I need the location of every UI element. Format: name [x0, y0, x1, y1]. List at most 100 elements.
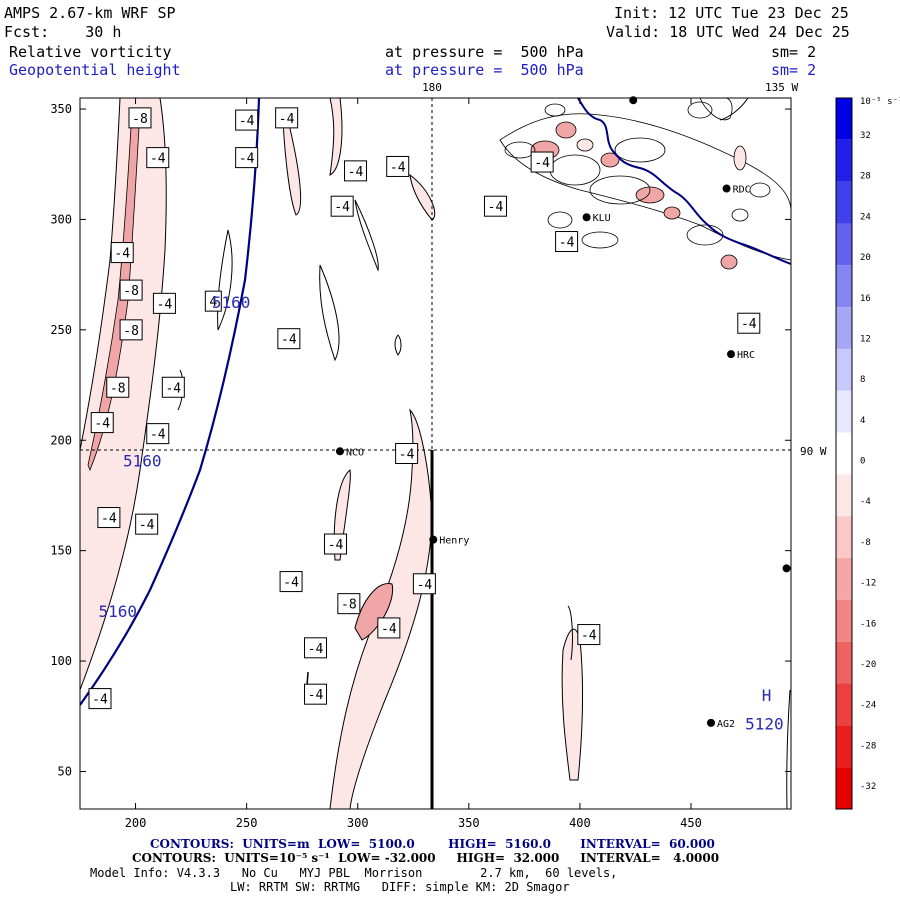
- colorbar-label: 24: [860, 212, 871, 222]
- vorticity-label-text: -8: [110, 381, 126, 396]
- model-title: AMPS 2.67-km WRF SP: [4, 4, 176, 22]
- colorbar-swatch: [836, 516, 852, 559]
- vorticity-label-text: -4: [150, 152, 166, 167]
- y-tick-label: 100: [50, 654, 72, 668]
- colorbar-label: -12: [860, 579, 876, 589]
- station-label: HRC: [737, 350, 755, 361]
- forecast-hour: Fcst: 30 h: [4, 23, 122, 41]
- vorticity-label-text: -4: [534, 156, 550, 171]
- station-marker: [429, 535, 438, 544]
- colorbar-label: -16: [860, 619, 876, 629]
- vorticity-label-box: [530, 151, 554, 173]
- vorticity-label-box: [235, 109, 259, 131]
- vorticity-label-box: [204, 290, 222, 312]
- field1-level: at pressure = 500 hPa: [385, 43, 584, 61]
- colorbar-swatch: [836, 390, 852, 433]
- colorbar-swatch: [836, 98, 852, 140]
- vorticity-label-text: -4: [283, 576, 299, 591]
- vorticity-label: -8: [106, 376, 130, 398]
- colorbar-label: -4: [860, 497, 871, 507]
- vorticity-label-text: -4: [559, 236, 575, 251]
- vorticity-label: -8: [128, 107, 152, 129]
- colorbar-label: -32: [860, 782, 876, 792]
- colorbar-swatch: [836, 767, 852, 809]
- vorticity-fill-layer: [80, 98, 791, 809]
- colorbar-swatch: [836, 307, 852, 349]
- map-frame: [79, 97, 792, 810]
- colorbar-swatch: [836, 474, 852, 517]
- station-marker: [629, 96, 638, 105]
- vorticity-label: -4: [386, 155, 410, 177]
- vorticity-label: -4: [330, 195, 354, 217]
- vorticity-label-box: [97, 507, 121, 529]
- vorticity-label: -4: [235, 147, 259, 169]
- vorticity-label: -4: [377, 617, 401, 639]
- vorticity-label-text: -4: [94, 417, 110, 432]
- vorticity-label-box: [146, 423, 170, 445]
- colorbar-swatch: [836, 641, 852, 684]
- vorticity-label-text: -4: [381, 622, 397, 637]
- colorbar-swatch: [836, 432, 852, 475]
- vorticity-label-text: -4: [581, 629, 597, 644]
- init-time: Init: 12 UTC Tue 23 Dec 25: [614, 4, 849, 22]
- vorticity-label-box: [277, 328, 301, 350]
- vorticity-label: -4: [88, 688, 112, 710]
- colorbar-swatch: [836, 725, 852, 768]
- colorbar-label: -24: [860, 701, 876, 711]
- x-tick-label: 450: [680, 816, 702, 830]
- vorticity-label-box: [152, 292, 176, 314]
- field2-name: Geopotential height: [9, 61, 181, 79]
- vorticity-label-text: -8: [123, 284, 139, 299]
- vorticity-label-text: -4: [741, 317, 757, 332]
- colorbar-label: 8: [860, 375, 865, 385]
- vorticity-label: -4: [324, 533, 348, 555]
- colorbar-label: -20: [860, 660, 876, 670]
- vorticity-label: -4: [483, 195, 507, 217]
- vorticity-label: -4: [235, 109, 259, 131]
- vorticity-label-box: [161, 376, 185, 398]
- vorticity-label: -4: [279, 571, 303, 593]
- field1-smoothing: sm= 2: [771, 43, 817, 61]
- y-tick-label: 150: [50, 544, 72, 558]
- vorticity-label-box: [412, 573, 436, 595]
- field2-smoothing: sm= 2: [771, 61, 817, 79]
- station-marker: [722, 184, 731, 193]
- field2-level: at pressure = 500 hPa: [385, 61, 584, 79]
- colorbar-unit: 10⁻⁵ s⁻¹: [860, 97, 900, 107]
- height-label: 5160: [123, 452, 162, 471]
- vorticity-label: -4: [277, 328, 301, 350]
- vorticity-label-box: [555, 231, 579, 253]
- height-label: 5120: [745, 715, 784, 734]
- vorticity-label-text: -4: [308, 642, 324, 657]
- vorticity-label-text: -4: [150, 428, 166, 443]
- meridian-180-label: 180: [422, 81, 442, 94]
- colorbar-swatch: [836, 683, 852, 726]
- station-marker: [782, 564, 791, 573]
- vorticity-label: 4: [204, 290, 222, 312]
- vorticity-label-box: [119, 319, 143, 341]
- station-marker: [335, 447, 344, 456]
- vorticity-label-text: -4: [92, 693, 108, 708]
- vorticity-label: -4: [304, 637, 328, 659]
- vorticity-label-text: -4: [139, 518, 155, 533]
- vorticity-label-text: -4: [114, 247, 130, 262]
- vorticity-label: -4: [304, 683, 328, 705]
- vorticity-label: -4: [530, 151, 554, 173]
- vorticity-label: -4: [161, 376, 185, 398]
- y-tick-label: 250: [50, 323, 72, 337]
- colorbar-label: 4: [860, 416, 865, 426]
- vorticity-label-text: -4: [390, 160, 406, 175]
- colorbar-swatch: [836, 599, 852, 642]
- vorticity-label-text: 4: [209, 295, 217, 310]
- station-marker: [582, 213, 591, 222]
- colorbar-swatch: [836, 139, 852, 182]
- vorticity-label-box: [110, 242, 134, 264]
- vorticity-label-box: [577, 624, 601, 646]
- vorticity-labels: -8 -4 -4 -4 -4 -4 -4 -4 -4 -8 -4 4 -8 -4 -8 -4 -4 -4 -4 -4 -…: [88, 107, 761, 710]
- vorticity-label: -4: [97, 507, 121, 529]
- vorticity-label-box: [88, 688, 112, 710]
- colorbar: 32 28 24 20 16 12 8 4 0 -4 -8 -12 -16 -20 -24 -28 -32: [835, 97, 876, 810]
- vorticity-label-text: -4: [101, 512, 117, 527]
- vorticity-label: -8: [119, 319, 143, 341]
- field1-name: Relative vorticity: [9, 43, 172, 61]
